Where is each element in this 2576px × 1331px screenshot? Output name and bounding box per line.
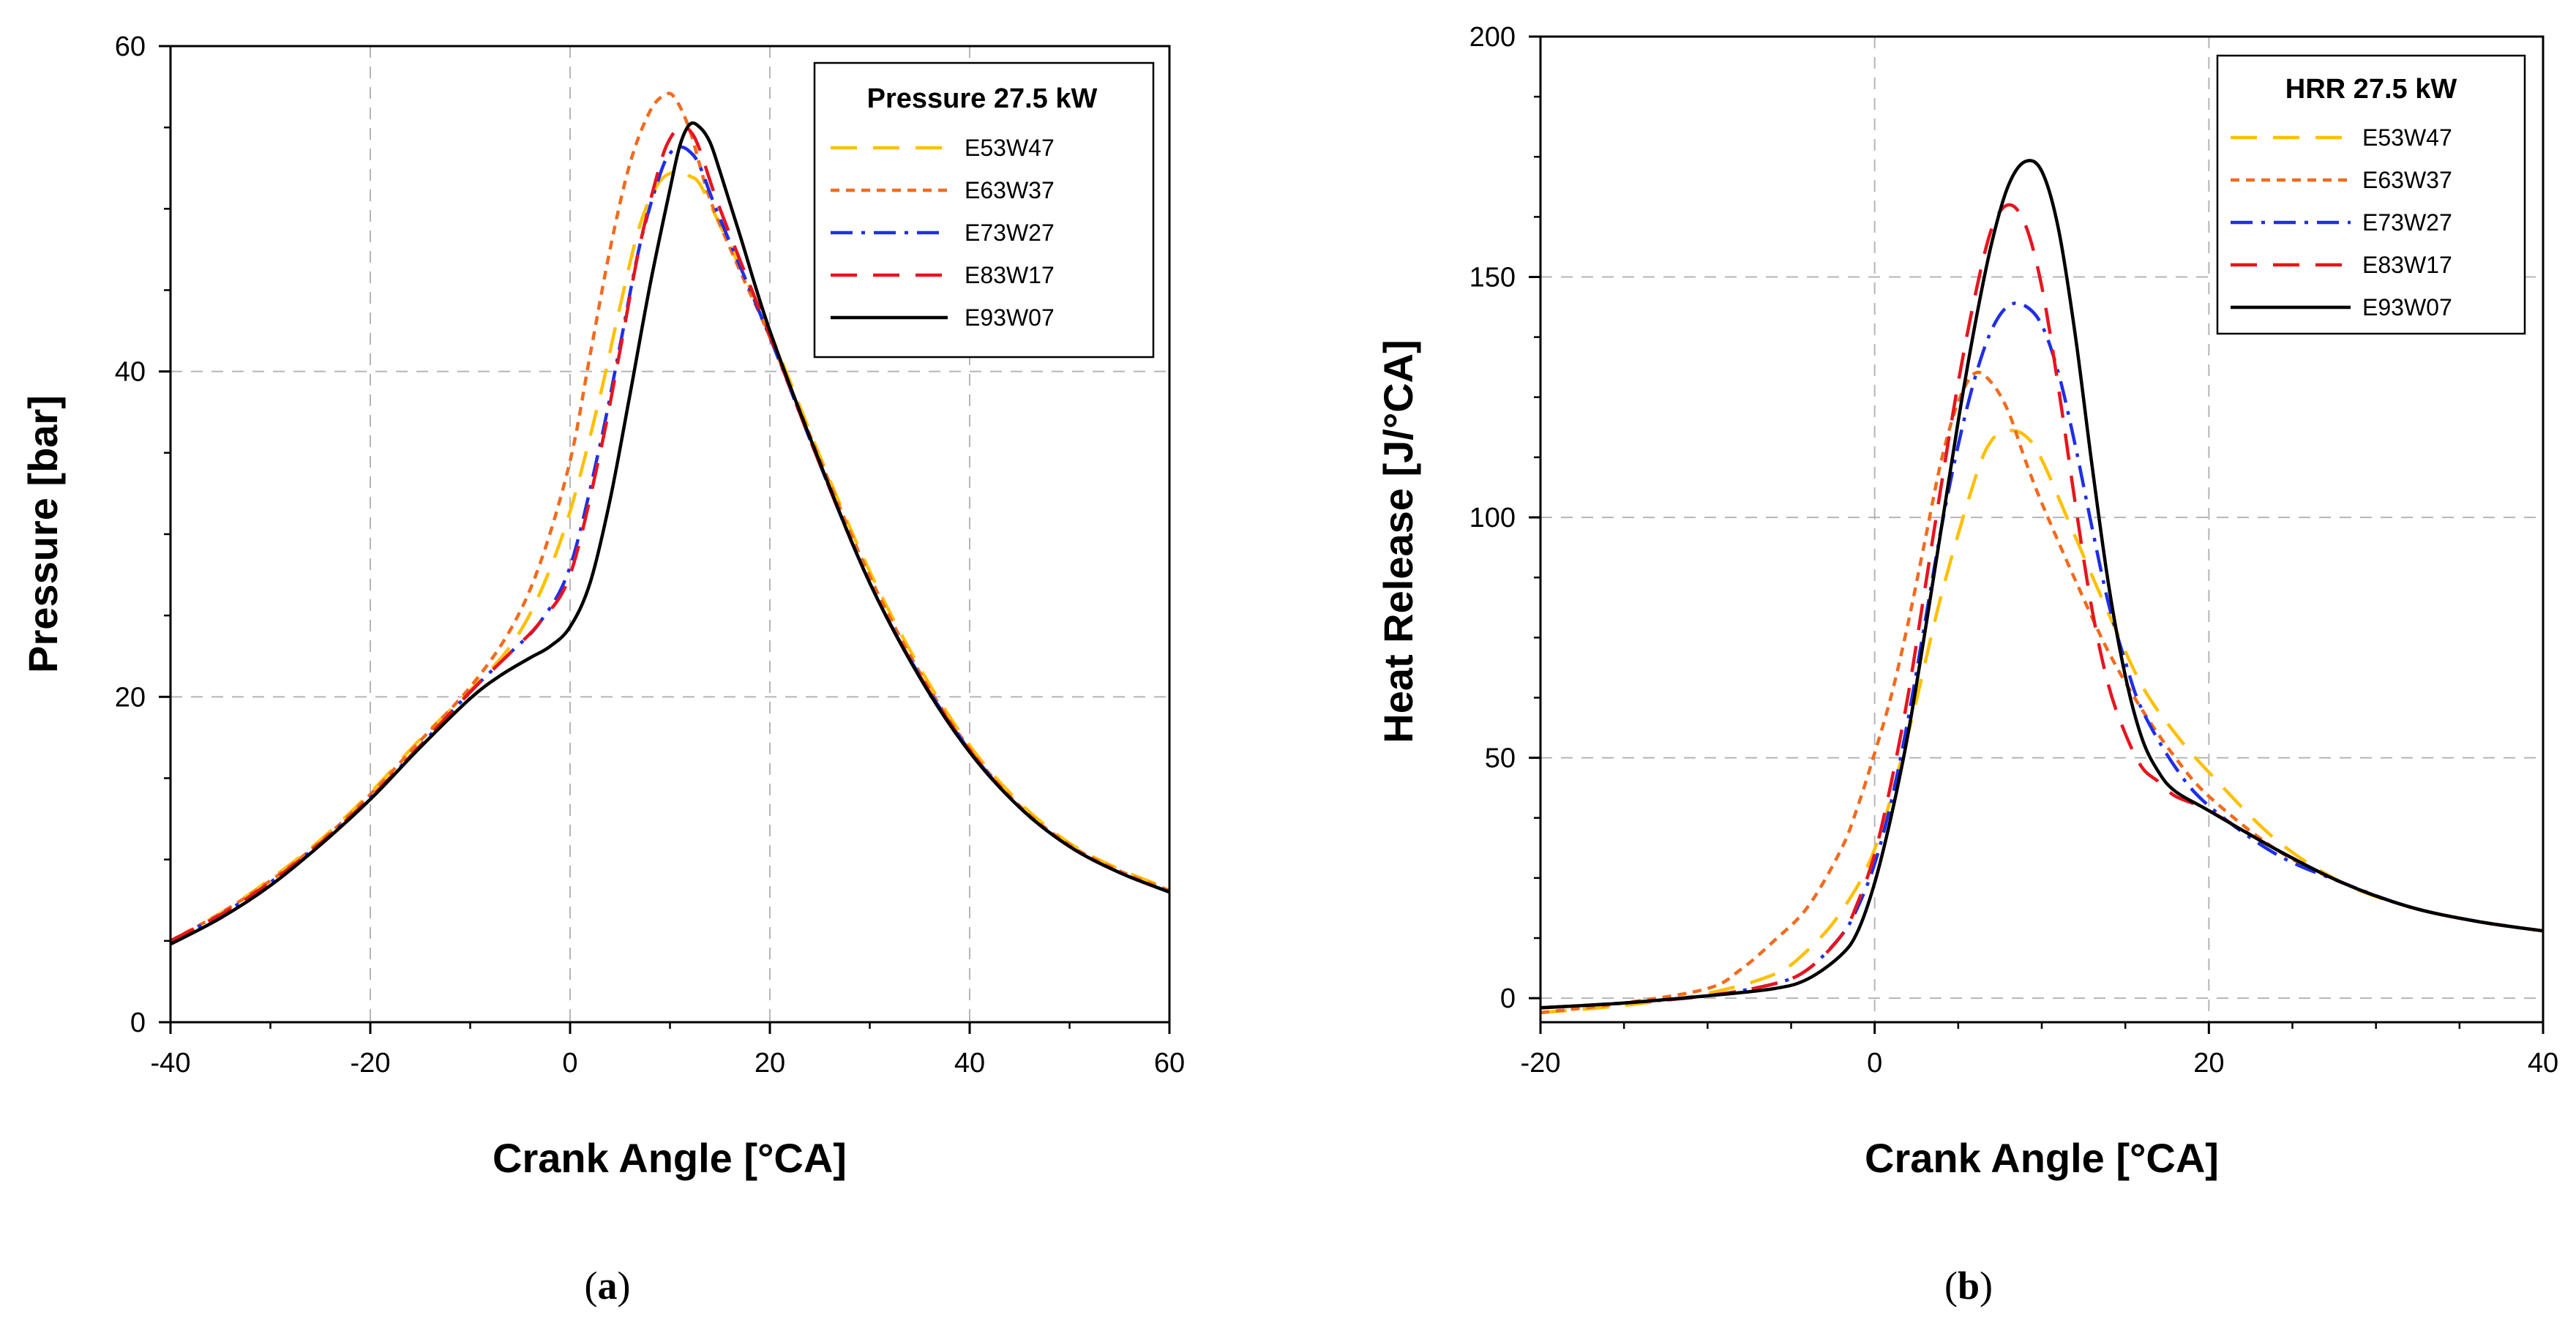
hrr-legend-items: E53W47 E63W37 E73W27 E83W17 E93W07: [2231, 124, 2452, 320]
legend-label-e93w07: E93W07: [2362, 294, 2452, 320]
x-tick-label: 0: [1867, 1048, 1882, 1079]
x-tick-label: 40: [954, 1048, 985, 1079]
pressure-plot-frame: [169, 45, 1171, 1024]
x-tick-label: 0: [562, 1048, 577, 1079]
pressure-series: [171, 91, 1169, 946]
heat-release-chart: -20 0 20 40 0 50 100 150 200 Crank Angle [°CA] H…: [1375, 22, 2558, 1308]
x-tick-label: 20: [755, 1048, 785, 1079]
x-tick-label: 20: [2193, 1048, 2224, 1079]
pressure-y-axis-title: Pressure [bar]: [20, 395, 66, 673]
legend-label-e83w17: E83W17: [965, 262, 1055, 288]
pressure-grid: [171, 46, 1169, 1022]
y-tick-label: 150: [1469, 263, 1516, 293]
series-line-e93w07: [171, 121, 1169, 946]
hrr-series: [1540, 159, 2543, 1015]
pressure-legend: Pressure 27.5 kW E53W47 E63W37 E73W27 E83W1…: [813, 61, 1155, 359]
y-tick-label: 60: [115, 31, 146, 62]
hrr-y-axis-title: Heat Release [J/°CA]: [1375, 340, 1421, 743]
pressure-legend-items: E53W47 E63W37 E73W27 E83W17 E93W07: [831, 135, 1055, 331]
pressure-tick-labels: -40 -20 0 20 40 60 0 20 40 60: [115, 31, 1185, 1079]
x-tick-label: 40: [2528, 1048, 2558, 1079]
y-tick-label: 50: [1485, 743, 1516, 774]
hrr-legend-box: [2216, 54, 2526, 335]
panel-label-b: (b): [1944, 1264, 1993, 1308]
hrr-legend: HRR 27.5 kW E53W47 E63W37 E73W27 E83W17 E93W…: [2216, 54, 2526, 335]
hrr-x-axis-title: Crank Angle [°CA]: [1865, 1135, 2219, 1181]
series-line-e53w47: [171, 169, 1169, 942]
hrr-plot-frame: [1539, 35, 2545, 1024]
x-tick-label: -20: [1521, 1048, 1561, 1079]
legend-label-e63w37: E63W37: [965, 177, 1055, 203]
pressure-x-axis-title: Crank Angle [°CA]: [493, 1135, 847, 1181]
pressure-chart: -40 -20 0 20 40 60 0 20 40 60 Crank Angle [°CA] P…: [20, 31, 1185, 1308]
y-tick-label: 40: [115, 357, 146, 388]
x-tick-label: -40: [151, 1048, 191, 1079]
legend-label-e53w47: E53W47: [2362, 124, 2452, 151]
series-line-e63w37: [1540, 370, 2543, 1015]
legend-label-e53w47: E53W47: [965, 135, 1055, 161]
pressure-legend-box: [813, 61, 1155, 359]
series-line-e93w07: [1540, 159, 2543, 1010]
legend-label-e63w37: E63W37: [2362, 167, 2452, 193]
series-line-e53w47: [1540, 429, 2543, 1015]
hrr-tick-labels: -20 0 20 40 0 50 100 150 200: [1469, 22, 2559, 1079]
y-tick-label: 100: [1469, 503, 1516, 533]
y-tick-label: 0: [1500, 983, 1516, 1014]
legend-label-e93w07: E93W07: [965, 304, 1055, 331]
panel-label-a: (a): [585, 1264, 631, 1308]
pressure-legend-title: Pressure 27.5 kW: [867, 83, 1098, 114]
y-tick-label: 200: [1469, 22, 1516, 53]
x-tick-label: 60: [1154, 1048, 1185, 1079]
x-tick-label: -20: [351, 1048, 391, 1079]
y-tick-label: 0: [130, 1008, 146, 1038]
y-tick-label: 20: [115, 682, 146, 713]
legend-label-e83w17: E83W17: [2362, 252, 2452, 278]
legend-label-e73w27: E73W27: [965, 220, 1055, 246]
series-line-e63w37: [171, 91, 1169, 942]
legend-label-e73w27: E73W27: [2362, 209, 2452, 236]
hrr-legend-title: HRR 27.5 kW: [2285, 74, 2457, 105]
